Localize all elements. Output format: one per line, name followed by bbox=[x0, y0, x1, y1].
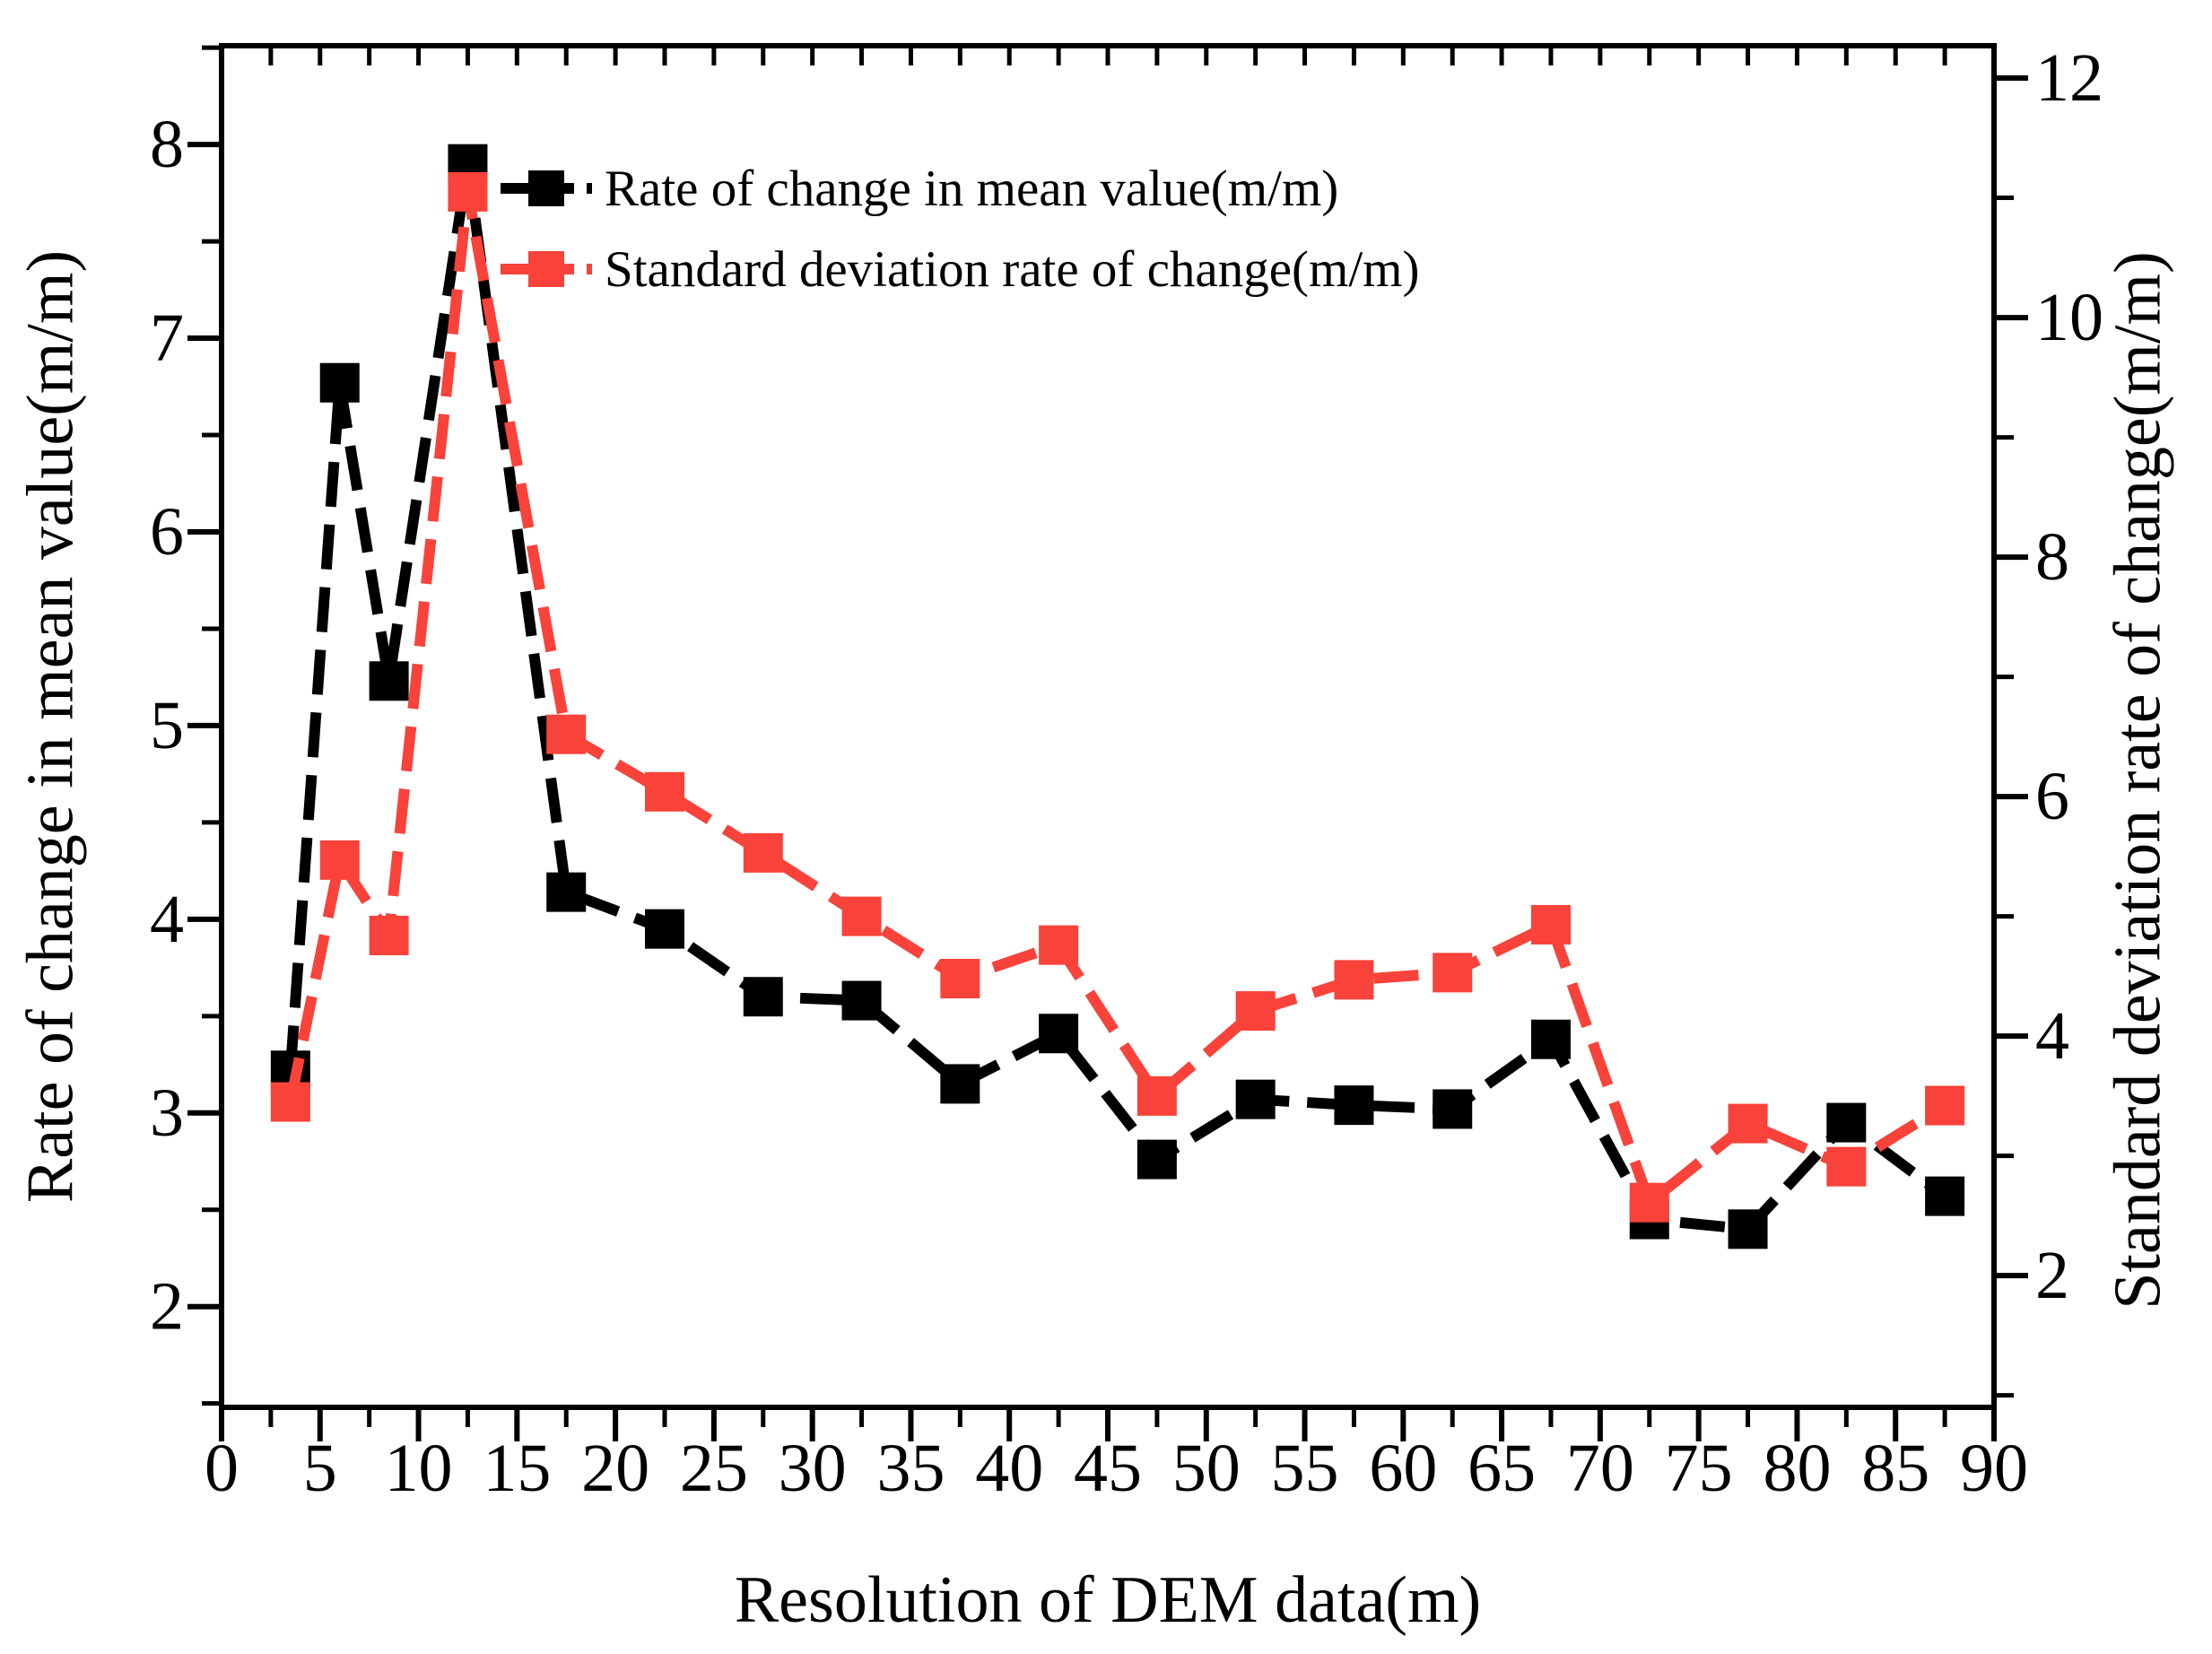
legend-sample-red bbox=[501, 251, 592, 287]
left-tick-label: 7 bbox=[150, 300, 184, 376]
data-point-marker-black bbox=[1925, 1176, 1965, 1216]
data-point-marker-black bbox=[369, 661, 409, 701]
legend-entry: Standard deviation rate of change(m/m) bbox=[501, 240, 1420, 298]
legend-label: Rate of change in mean value(m/m) bbox=[605, 160, 1339, 217]
data-point-marker-black bbox=[940, 1064, 980, 1104]
x-tick-label: 90 bbox=[1960, 1431, 2028, 1506]
data-point-marker-black bbox=[1531, 1019, 1571, 1059]
legend-sample-black bbox=[501, 170, 592, 206]
right-tick-label: 12 bbox=[2035, 40, 2103, 116]
x-tick-label: 5 bbox=[303, 1431, 337, 1506]
data-point-marker-red bbox=[1136, 1075, 1177, 1116]
legend-label: Standard deviation rate of change(m/m) bbox=[605, 240, 1420, 298]
data-point-marker-black bbox=[1039, 1014, 1079, 1054]
x-tick-label: 30 bbox=[779, 1431, 847, 1506]
data-point-marker-red bbox=[841, 896, 882, 936]
x-tick-label: 45 bbox=[1074, 1431, 1142, 1506]
data-point-marker-black bbox=[1433, 1089, 1473, 1129]
right-tick-label: 10 bbox=[2035, 280, 2103, 355]
data-point-marker-red bbox=[369, 915, 409, 955]
data-point-marker-red bbox=[1039, 925, 1079, 965]
x-axis-title: Resolution of DEM data(m) bbox=[734, 1563, 1482, 1637]
left-tick-label: 4 bbox=[150, 882, 184, 957]
x-tick-label: 75 bbox=[1665, 1431, 1733, 1506]
right-axis-title: Standard deviation rate of change(m/m) bbox=[2101, 251, 2175, 1310]
data-point-marker-red bbox=[1334, 960, 1374, 1000]
series-line-black bbox=[284, 162, 1948, 1235]
data-point-marker-red bbox=[546, 714, 587, 754]
x-tick-label: 80 bbox=[1763, 1431, 1831, 1506]
data-point-marker-red bbox=[270, 1082, 310, 1122]
x-tick-label: 10 bbox=[385, 1431, 453, 1506]
data-point-marker-red bbox=[940, 959, 980, 999]
data-point-marker-red bbox=[645, 771, 684, 812]
data-point-marker-red bbox=[743, 832, 783, 873]
x-tick-label: 20 bbox=[581, 1431, 649, 1506]
data-point-marker-red bbox=[1925, 1085, 1965, 1126]
data-point-marker-red bbox=[1728, 1103, 1768, 1144]
left-tick-label: 5 bbox=[150, 688, 184, 763]
data-point-marker-black bbox=[645, 909, 684, 949]
x-tick-label: 55 bbox=[1271, 1431, 1339, 1506]
left-tick-label: 8 bbox=[150, 107, 184, 182]
x-tick-label: 65 bbox=[1467, 1431, 1536, 1506]
right-tick-label: 6 bbox=[2035, 759, 2069, 834]
x-tick-label: 85 bbox=[1861, 1431, 1929, 1506]
data-point-marker-black bbox=[841, 980, 882, 1021]
data-point-marker-red bbox=[1826, 1146, 1867, 1187]
x-tick-label: 15 bbox=[483, 1431, 551, 1506]
data-point-marker-black bbox=[1334, 1085, 1374, 1126]
x-tick-label: 0 bbox=[205, 1431, 239, 1506]
data-point-marker-black bbox=[1728, 1209, 1768, 1249]
data-point-marker-red bbox=[448, 171, 488, 212]
x-tick-label: 35 bbox=[876, 1431, 945, 1506]
data-point-marker-black bbox=[546, 872, 587, 912]
data-point-marker-black bbox=[1235, 1079, 1276, 1119]
data-point-marker-red bbox=[1531, 904, 1571, 945]
data-point-marker-black bbox=[743, 977, 783, 1017]
data-point-marker-black bbox=[319, 362, 360, 403]
left-tick-label: 2 bbox=[150, 1269, 184, 1345]
right-tick-label: 8 bbox=[2035, 519, 2069, 595]
right-tick-label: 2 bbox=[2035, 1238, 2069, 1313]
data-point-marker-red bbox=[1235, 991, 1276, 1032]
x-tick-label: 70 bbox=[1566, 1431, 1634, 1506]
data-point-marker-red bbox=[1433, 953, 1473, 993]
right-tick-label: 4 bbox=[2035, 998, 2069, 1074]
data-point-marker-black bbox=[1826, 1102, 1867, 1143]
data-point-marker-red bbox=[319, 840, 360, 880]
data-point-marker-black bbox=[1136, 1139, 1177, 1180]
left-tick-label: 6 bbox=[150, 494, 184, 570]
left-tick-label: 3 bbox=[150, 1075, 184, 1151]
x-tick-label: 60 bbox=[1369, 1431, 1437, 1506]
x-tick-label: 25 bbox=[680, 1431, 748, 1506]
left-axis-title: Rate of change in mean value(m/m) bbox=[13, 249, 88, 1204]
data-point-marker-red bbox=[1629, 1182, 1669, 1223]
legend-entry: Rate of change in mean value(m/m) bbox=[501, 160, 1338, 217]
x-tick-label: 40 bbox=[975, 1431, 1043, 1506]
x-tick-label: 50 bbox=[1172, 1431, 1241, 1506]
